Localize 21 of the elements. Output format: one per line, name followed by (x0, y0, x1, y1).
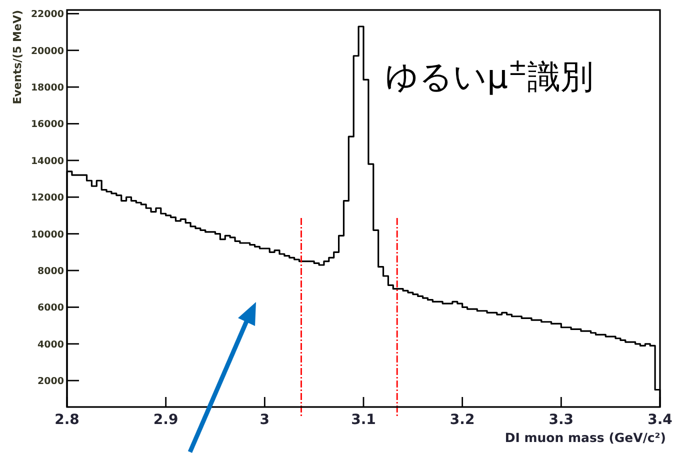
y-tick-label: 14000 (30, 156, 64, 167)
x-tick-label: 3.4 (648, 412, 673, 428)
x-tick-label: 2.9 (153, 412, 178, 428)
y-tick-label: 22000 (30, 9, 64, 20)
y-tick-label: 6000 (38, 302, 64, 314)
x-tick-label: 3.2 (450, 412, 475, 428)
x-tick-label: 3 (260, 412, 270, 428)
y-tick-label: 8000 (38, 266, 64, 278)
y-tick-label: 10000 (30, 229, 64, 240)
annotation: ゆるいμ$^{±}$識別 (385, 55, 594, 96)
y-tick-label: 2000 (38, 376, 64, 388)
y-tick-label: 12000 (30, 192, 64, 204)
y-axis-title: Events/(5 MeV) (11, 10, 24, 104)
y-tick-label: 16000 (30, 119, 64, 130)
x-tick-label: 3.3 (548, 412, 574, 428)
y-tick-label: 4000 (38, 339, 64, 350)
y-tick-label: 18000 (30, 82, 64, 94)
x-tick-label: 2.8 (54, 412, 80, 428)
x-axis-title: DI muon mass (GeV/c²) (504, 430, 666, 445)
y-tick-label: 20000 (30, 46, 64, 57)
x-tick-label: 3.1 (351, 412, 376, 428)
